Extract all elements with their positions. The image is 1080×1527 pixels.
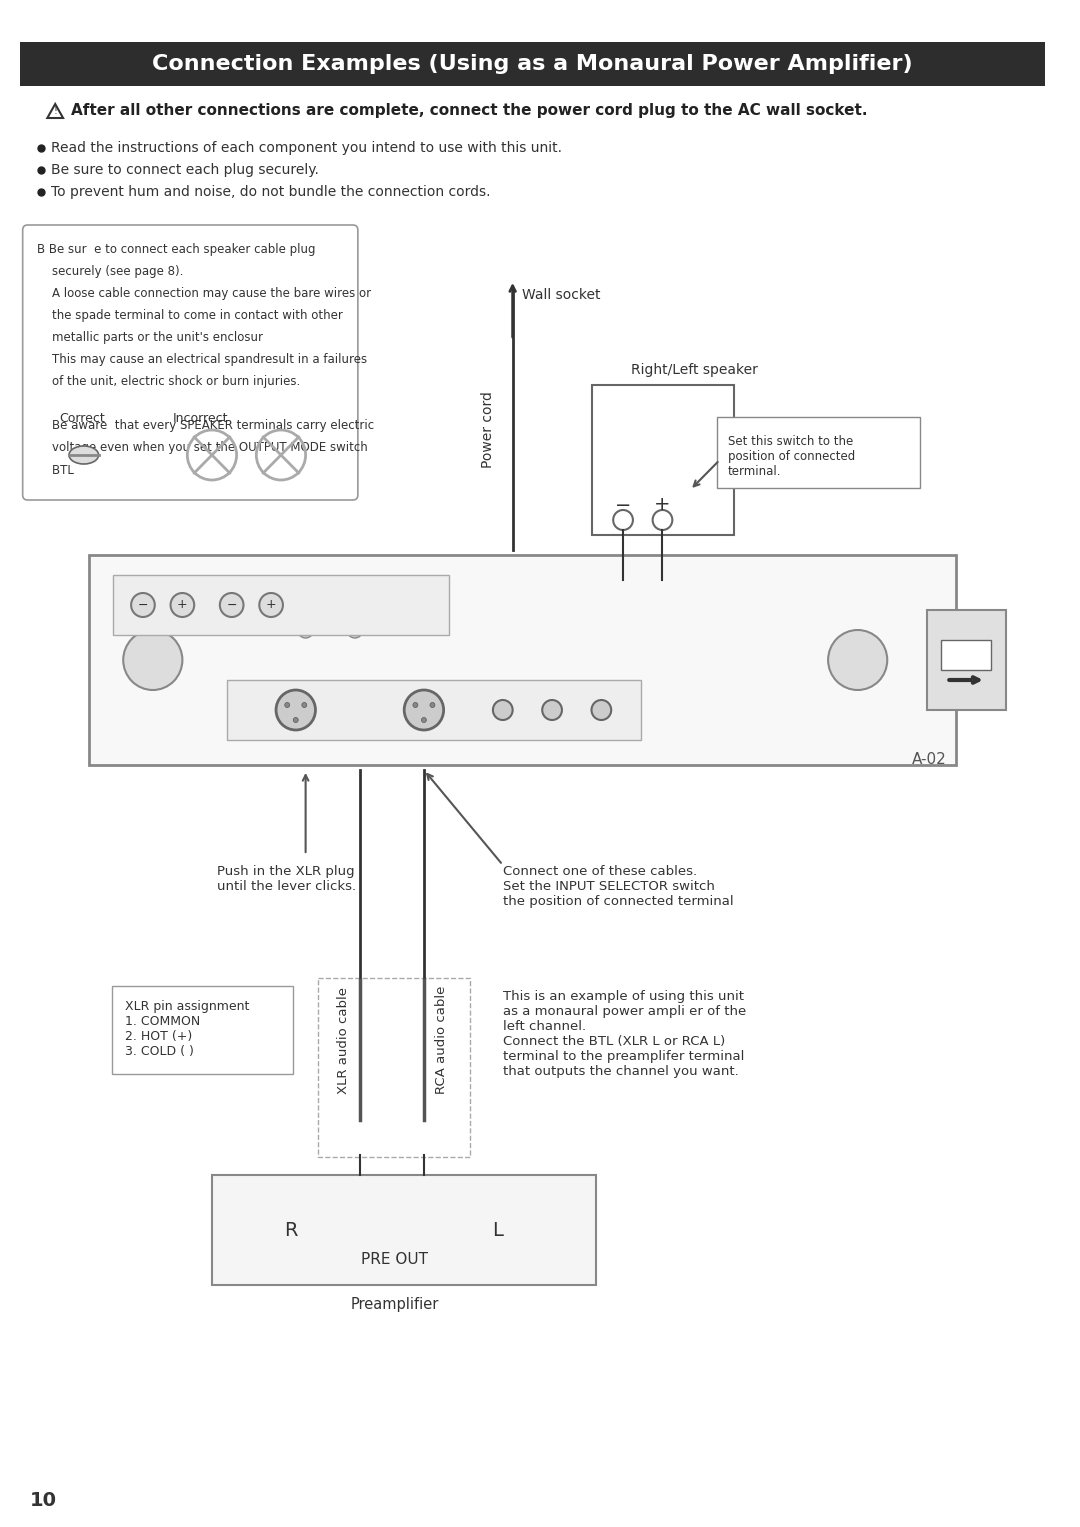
- Text: Set this switch to the
position of connected
terminal.: Set this switch to the position of conne…: [728, 435, 854, 478]
- Circle shape: [276, 690, 315, 730]
- Text: This is an example of using this unit
as a monaural power ampli er of the
left c: This is an example of using this unit as…: [503, 989, 746, 1078]
- Circle shape: [592, 699, 611, 721]
- Bar: [592, 385, 734, 534]
- Text: Incorrect: Incorrect: [173, 411, 228, 425]
- Circle shape: [404, 690, 444, 730]
- Circle shape: [301, 702, 307, 707]
- Text: Right/Left speaker: Right/Left speaker: [631, 363, 758, 377]
- Ellipse shape: [69, 446, 98, 464]
- Circle shape: [430, 702, 435, 707]
- Text: BTL: BTL: [38, 464, 75, 476]
- Text: To prevent hum and noise, do not bundle the connection cords.: To prevent hum and noise, do not bundle …: [51, 185, 490, 199]
- Text: voltage even when you set the OUTPUT MODE switch: voltage even when you set the OUTPUT MOD…: [38, 441, 368, 455]
- Circle shape: [285, 702, 289, 707]
- Text: −: −: [615, 495, 631, 515]
- Text: B Be sur  e to connect each speaker cable plug: B Be sur e to connect each speaker cable…: [38, 243, 316, 257]
- FancyBboxPatch shape: [717, 417, 920, 489]
- Text: Be sure to connect each plug securely.: Be sure to connect each plug securely.: [51, 163, 319, 177]
- Circle shape: [131, 592, 154, 617]
- Text: Push in the XLR plug
until the lever clicks.: Push in the XLR plug until the lever cli…: [217, 864, 356, 893]
- Text: +: +: [654, 495, 671, 515]
- Circle shape: [652, 510, 673, 530]
- Text: Wall socket: Wall socket: [523, 289, 600, 302]
- Text: After all other connections are complete, connect the power cord plug to the AC : After all other connections are complete…: [71, 104, 867, 119]
- Text: Power cord: Power cord: [481, 391, 495, 469]
- Circle shape: [492, 699, 513, 721]
- Bar: [113, 576, 448, 635]
- Text: Connection Examples (Using as a Monaural Power Amplifier): Connection Examples (Using as a Monaural…: [152, 53, 913, 73]
- Circle shape: [294, 718, 298, 722]
- Circle shape: [613, 510, 633, 530]
- Bar: [942, 640, 990, 670]
- Text: Connect one of these cables.
Set the INPUT SELECTOR switch
the position of conne: Connect one of these cables. Set the INP…: [503, 864, 733, 909]
- Text: metallic parts or the unit's enclosur: metallic parts or the unit's enclosur: [38, 331, 264, 345]
- Text: RCA audio cable: RCA audio cable: [435, 986, 448, 1095]
- Circle shape: [413, 702, 418, 707]
- Text: XLR audio cable: XLR audio cable: [337, 986, 350, 1093]
- Circle shape: [828, 631, 888, 690]
- Bar: [927, 609, 1005, 710]
- Text: Correct: Correct: [59, 411, 105, 425]
- Text: A loose cable connection may cause the bare wires or: A loose cable connection may cause the b…: [38, 287, 372, 301]
- Text: PRE OUT: PRE OUT: [361, 1252, 428, 1267]
- Text: L: L: [492, 1220, 503, 1240]
- Circle shape: [259, 592, 283, 617]
- Text: securely (see page 8).: securely (see page 8).: [38, 266, 184, 278]
- Text: the spade terminal to come in contact with other: the spade terminal to come in contact wi…: [38, 310, 343, 322]
- Text: A-02: A-02: [912, 753, 946, 768]
- Bar: [227, 680, 640, 741]
- Text: Be aware  that every SPEAKER terminals carry electric: Be aware that every SPEAKER terminals ca…: [38, 420, 375, 432]
- Text: XLR pin assignment
1. COMMON
2. HOT (+)
3. COLD ( ): XLR pin assignment 1. COMMON 2. HOT (+) …: [125, 1000, 249, 1058]
- Text: 10: 10: [29, 1490, 56, 1510]
- Text: !: !: [53, 105, 57, 116]
- Text: Read the instructions of each component you intend to use with this unit.: Read the instructions of each component …: [51, 140, 563, 156]
- Text: Preamplifier: Preamplifier: [350, 1298, 438, 1313]
- Text: −: −: [137, 599, 148, 611]
- Circle shape: [171, 592, 194, 617]
- Circle shape: [347, 621, 363, 638]
- Circle shape: [542, 699, 562, 721]
- Bar: [89, 554, 956, 765]
- Circle shape: [421, 718, 427, 722]
- Circle shape: [123, 631, 183, 690]
- Circle shape: [220, 592, 243, 617]
- Text: +: +: [177, 599, 188, 611]
- Text: R: R: [284, 1220, 298, 1240]
- Text: This may cause an electrical spandresult in a failures: This may cause an electrical spandresult…: [38, 353, 367, 366]
- FancyBboxPatch shape: [23, 224, 357, 499]
- Text: of the unit, electric shock or burn injuries.: of the unit, electric shock or burn inju…: [38, 376, 300, 388]
- Bar: [212, 1174, 596, 1286]
- Text: −: −: [227, 599, 237, 611]
- Circle shape: [298, 621, 313, 638]
- Text: +: +: [266, 599, 276, 611]
- FancyBboxPatch shape: [19, 43, 1045, 86]
- FancyBboxPatch shape: [112, 986, 293, 1073]
